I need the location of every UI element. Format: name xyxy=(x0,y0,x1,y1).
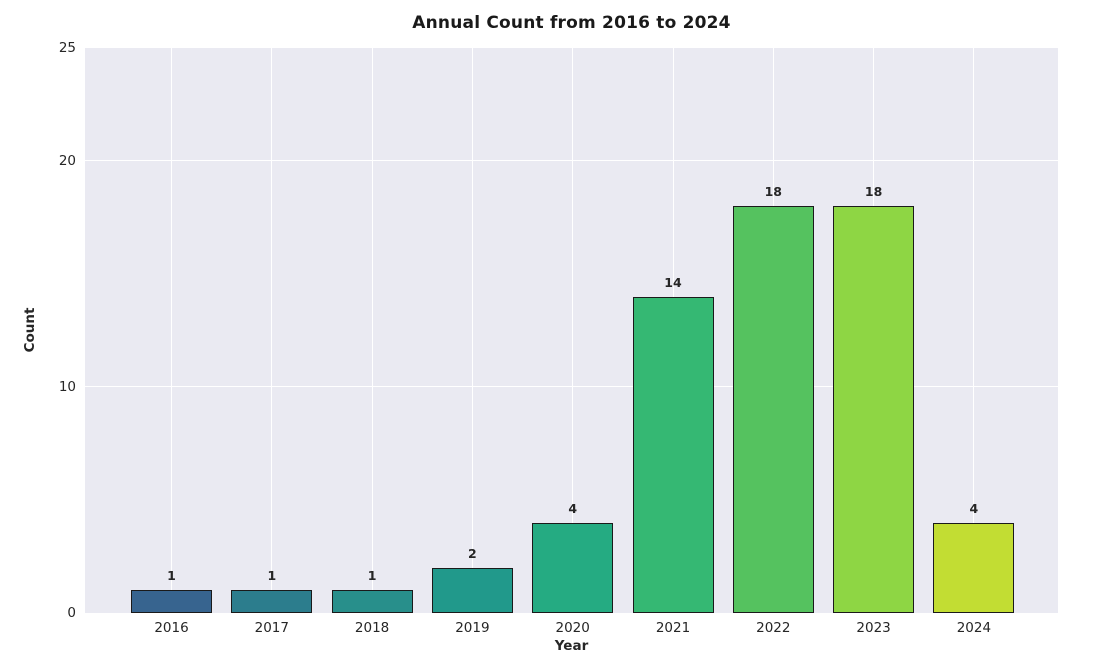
x-tick-label: 2019 xyxy=(455,620,490,636)
gridline-vertical xyxy=(471,48,473,613)
x-axis-label: Year xyxy=(554,638,589,654)
chart-title: Annual Count from 2016 to 2024 xyxy=(412,13,731,33)
x-tick-label: 2023 xyxy=(856,620,891,636)
bar-value-label: 18 xyxy=(764,184,782,200)
x-tick-label: 2024 xyxy=(956,620,992,636)
gridline-vertical xyxy=(171,48,172,613)
bar-value-label: 4 xyxy=(568,500,578,516)
y-tick-label: 20 xyxy=(58,153,76,169)
x-tick-label: 2018 xyxy=(354,620,390,636)
bar-2017 xyxy=(231,590,313,613)
bar-2018 xyxy=(331,590,413,613)
gridline-horizontal xyxy=(85,385,1058,387)
gridline-vertical xyxy=(271,48,273,613)
y-tick-label: 25 xyxy=(58,40,76,56)
bar-value-label: 18 xyxy=(864,184,883,200)
gridline-horizontal xyxy=(85,159,1058,161)
plot-area: 1 1 1 2 4 14 18 18 4 xyxy=(85,48,1058,613)
gridline-vertical xyxy=(973,48,975,613)
x-tick-label: 2020 xyxy=(555,620,590,636)
bar-2020 xyxy=(532,522,614,613)
bar-2023 xyxy=(833,206,915,613)
bar-2024 xyxy=(933,522,1015,613)
bar-value-label: 2 xyxy=(468,545,477,561)
bar-value-label: 14 xyxy=(664,274,682,290)
bar-2016 xyxy=(131,590,212,613)
y-tick-label: 10 xyxy=(58,379,76,395)
y-axis-label: Count xyxy=(22,307,38,353)
gridline-vertical xyxy=(572,48,574,613)
gridline-vertical xyxy=(371,48,373,613)
bar-value-label: 1 xyxy=(267,568,277,584)
x-tick-label: 2022 xyxy=(756,620,791,636)
bar-value-label: 1 xyxy=(167,568,176,584)
bar-value-label: 4 xyxy=(969,500,979,516)
y-tick-label: 0 xyxy=(67,605,76,621)
bar-2022 xyxy=(732,206,814,613)
x-tick-label: 2021 xyxy=(655,620,691,636)
bar-2021 xyxy=(632,296,714,613)
x-tick-label: 2017 xyxy=(254,620,289,636)
bar-value-label: 1 xyxy=(367,568,377,584)
bar-2019 xyxy=(431,567,513,613)
x-tick-label: 2016 xyxy=(154,620,189,636)
